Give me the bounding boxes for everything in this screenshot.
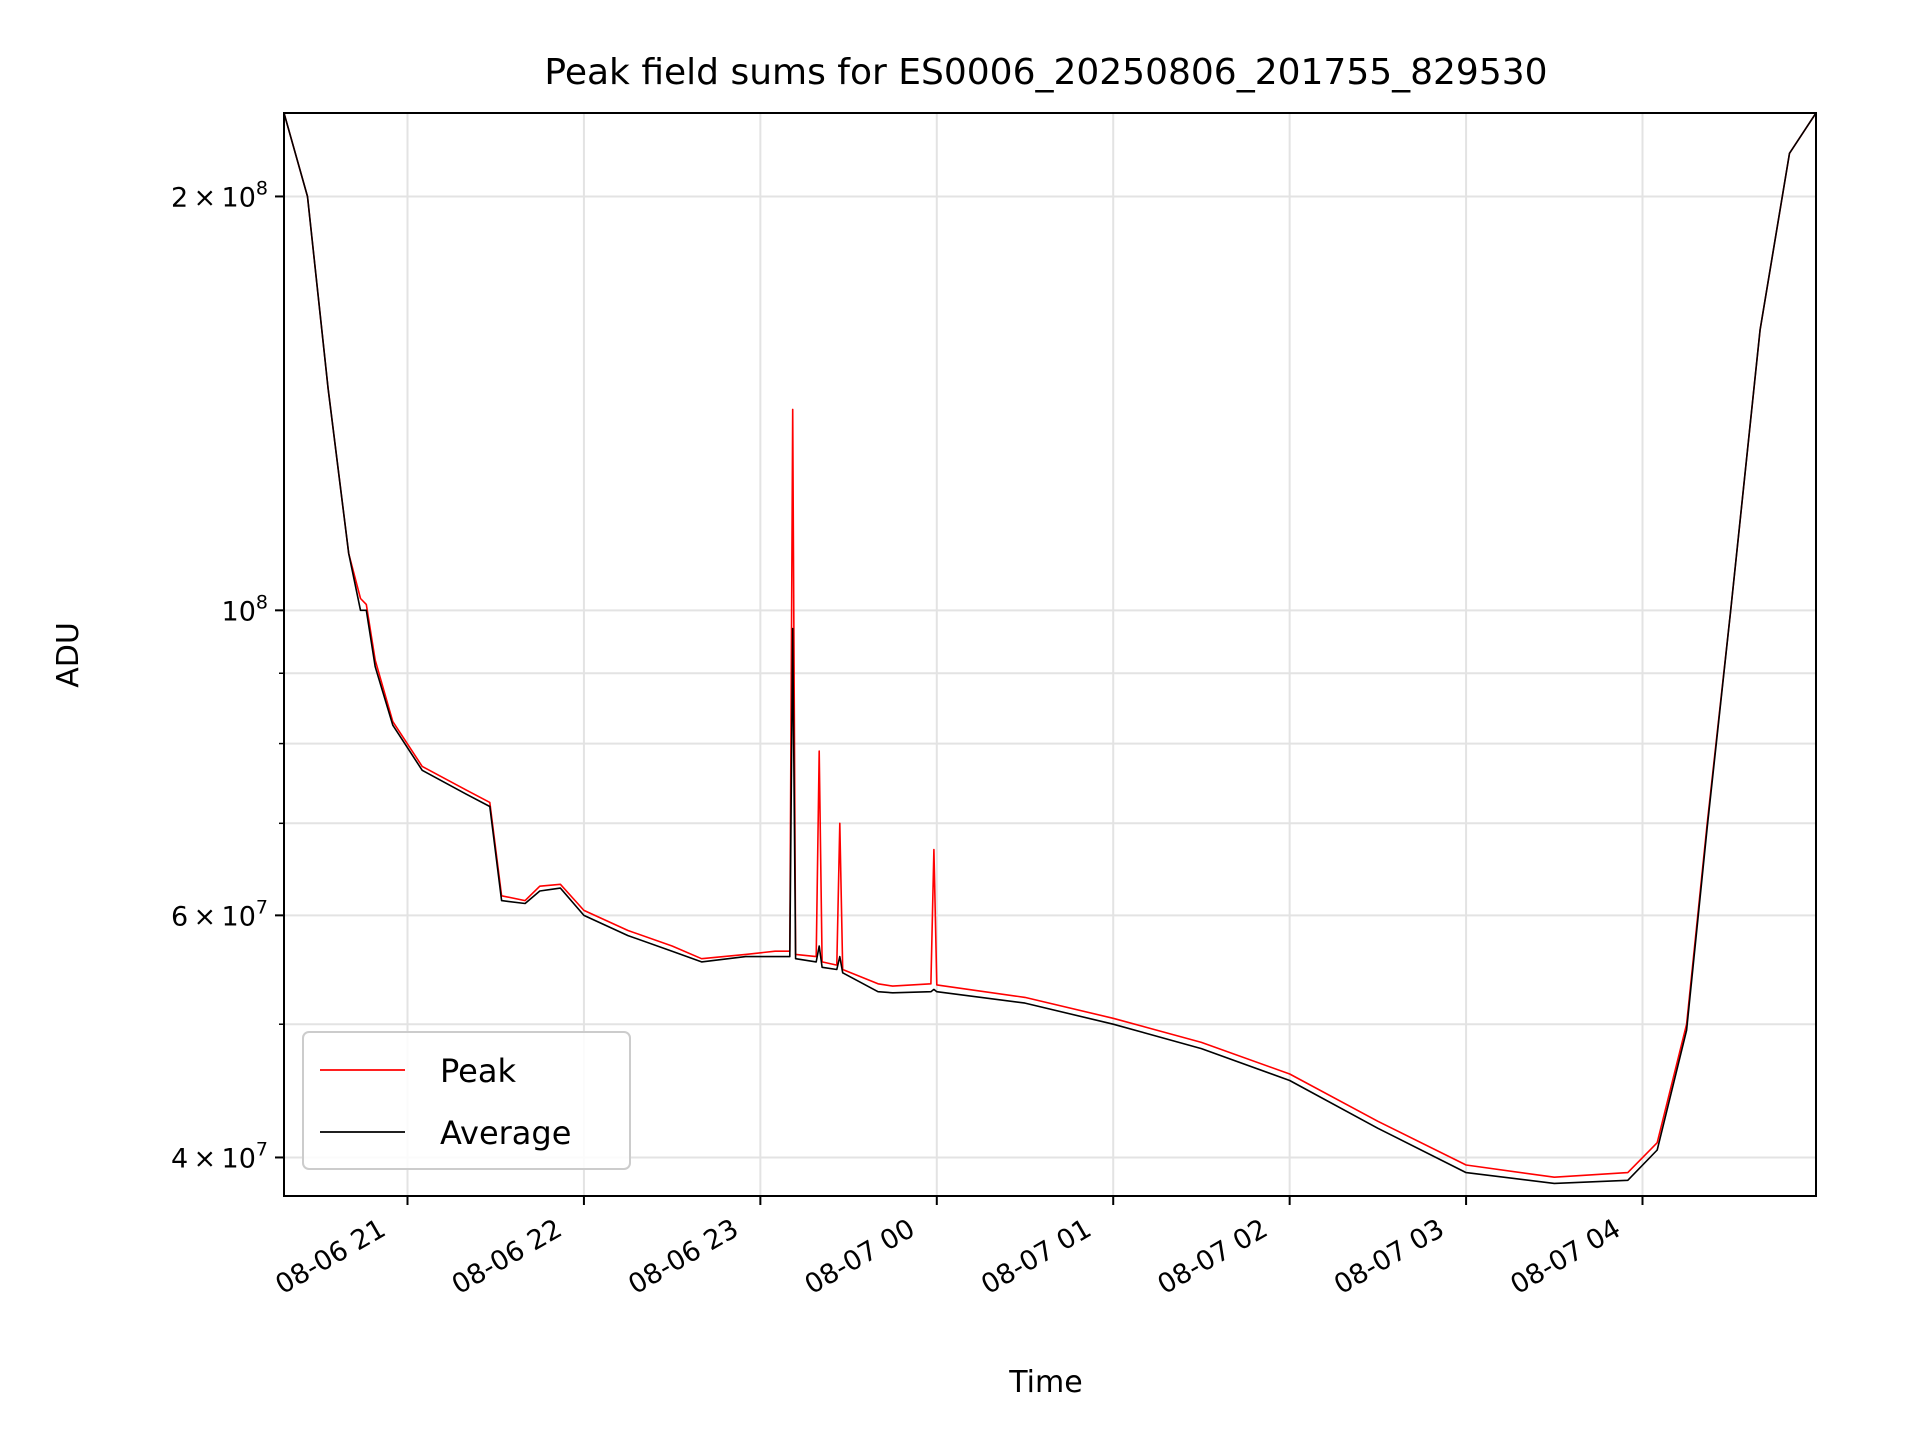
plot-series: [283, 112, 1817, 1185]
x-axis-title: Time: [1008, 1365, 1082, 1400]
grid: [284, 113, 1816, 1196]
y-axis-title: ADU: [51, 622, 86, 688]
legend-label-peak: Peak: [440, 1052, 516, 1090]
y-tick-label: 4 × 107: [171, 1138, 268, 1174]
series-line-average: [283, 112, 1817, 1185]
y-tick-label: 6 × 107: [171, 896, 268, 932]
legend-box: [302, 1031, 631, 1170]
series-line-peak: [283, 112, 1817, 1178]
legend: Peak Average: [302, 1031, 631, 1170]
y-tick-label: 2 × 108: [171, 177, 268, 213]
legend-label-average: Average: [440, 1114, 571, 1152]
plot-frame: [283, 112, 1817, 1197]
chart-title: Peak field sums for ES0006_20250806_2017…: [544, 52, 1547, 93]
